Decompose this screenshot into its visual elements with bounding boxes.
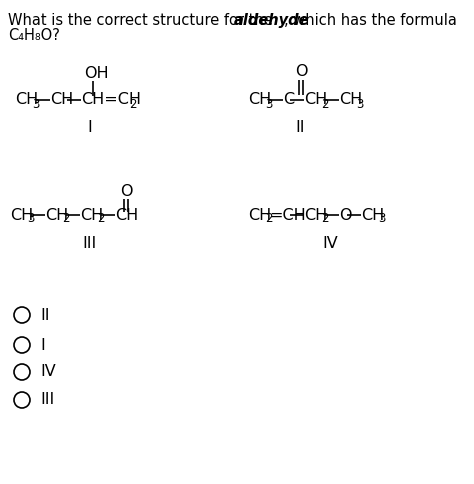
Text: CH: CH <box>80 208 103 223</box>
Text: CH: CH <box>45 208 68 223</box>
Text: CH: CH <box>15 92 38 107</box>
Text: aldehyde: aldehyde <box>234 13 310 28</box>
Text: , which has the formula: , which has the formula <box>284 13 457 28</box>
Text: III: III <box>40 393 54 408</box>
Text: CH: CH <box>50 92 73 107</box>
Text: 3: 3 <box>265 97 273 110</box>
Text: 2: 2 <box>129 97 137 110</box>
Text: 3: 3 <box>356 97 364 110</box>
Text: O: O <box>120 183 133 198</box>
Text: What is the correct structure for the: What is the correct structure for the <box>8 13 277 28</box>
Text: 2: 2 <box>62 212 70 226</box>
Text: O: O <box>339 208 352 223</box>
Text: CH: CH <box>339 92 362 107</box>
Text: =CH: =CH <box>269 208 306 223</box>
Text: CH: CH <box>248 208 271 223</box>
Text: CH: CH <box>361 208 384 223</box>
Text: II: II <box>295 121 305 136</box>
Text: CH: CH <box>115 208 138 223</box>
Text: O: O <box>295 64 308 79</box>
Text: IV: IV <box>322 236 338 251</box>
Text: 2: 2 <box>265 212 273 226</box>
Text: CH: CH <box>248 92 271 107</box>
Text: 2: 2 <box>321 212 328 226</box>
Text: CH: CH <box>10 208 33 223</box>
Text: III: III <box>83 236 97 251</box>
Text: IV: IV <box>40 364 56 379</box>
Text: C: C <box>283 92 294 107</box>
Text: OH: OH <box>84 65 109 80</box>
Text: CH: CH <box>304 92 327 107</box>
Text: I: I <box>40 337 45 352</box>
Text: 2: 2 <box>97 212 104 226</box>
Text: 2: 2 <box>321 97 328 110</box>
Text: CH: CH <box>304 208 327 223</box>
Text: C₄H₈O?: C₄H₈O? <box>8 28 60 43</box>
Text: I: I <box>88 121 92 136</box>
Text: 3: 3 <box>378 212 385 226</box>
Text: 3: 3 <box>27 212 35 226</box>
Text: CH=CH: CH=CH <box>81 92 141 107</box>
Text: 3: 3 <box>32 97 39 110</box>
Text: II: II <box>40 307 49 322</box>
